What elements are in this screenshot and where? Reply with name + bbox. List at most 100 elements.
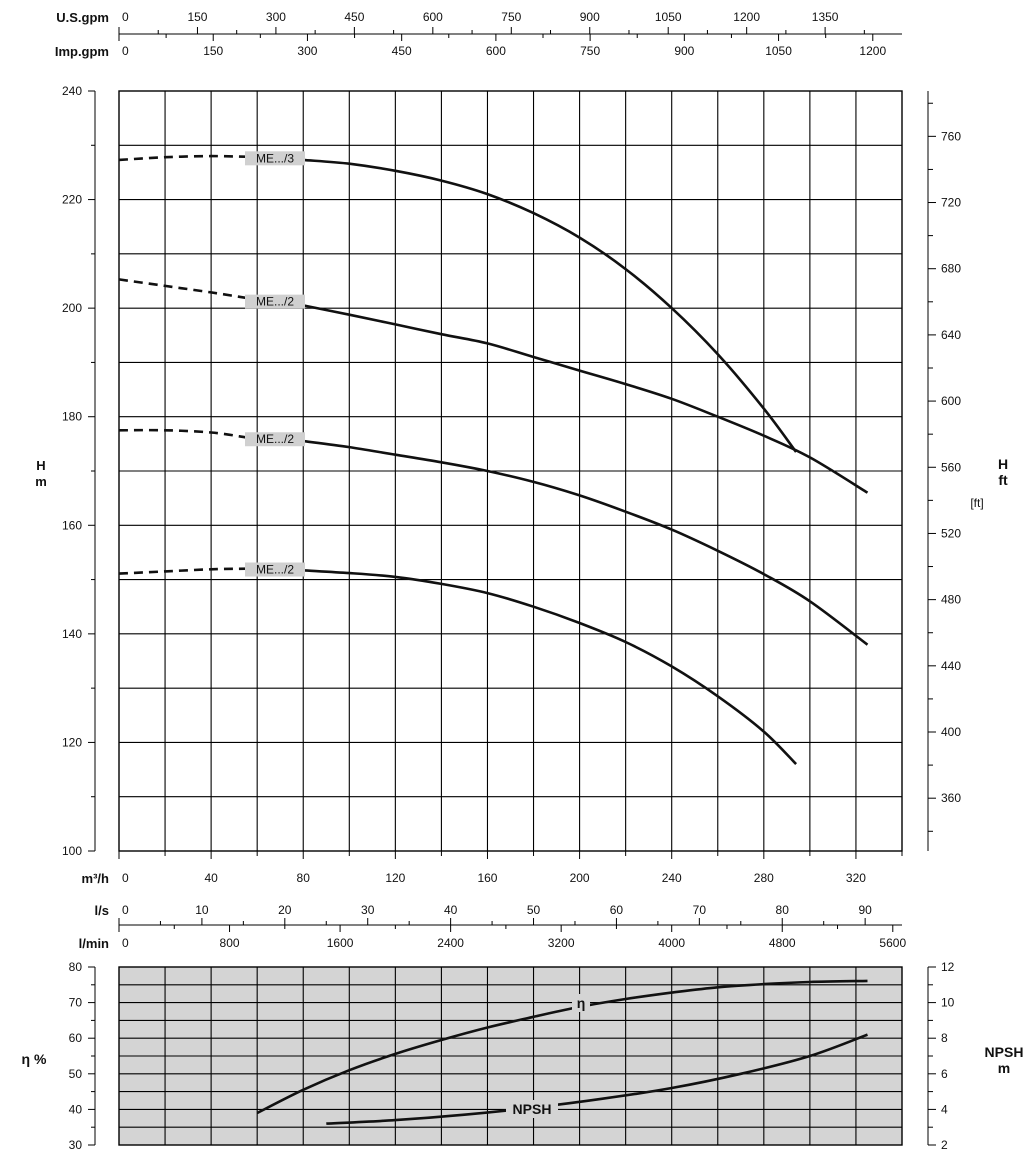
y-axis-right-label-h: H xyxy=(998,456,1008,472)
eta-axis-label: η % xyxy=(22,1051,47,1067)
lmin-tick-label: 0 xyxy=(122,936,129,950)
eta-tick-label: 30 xyxy=(69,1138,83,1152)
lmin-tick-label: 4800 xyxy=(769,936,796,950)
ls-tick-label: 80 xyxy=(776,903,790,917)
npsh-tick-label: 12 xyxy=(941,960,955,974)
eta-label-bg xyxy=(572,994,590,1012)
head-curve-dashed-1 xyxy=(118,154,246,162)
y-tick-label: 220 xyxy=(62,193,82,207)
axes: 1001201401601802002202403604004404805205… xyxy=(62,10,961,1152)
ls-axis-label: l/s xyxy=(95,903,109,918)
lmin-tick-label: 4000 xyxy=(658,936,685,950)
x-tick-label: 40 xyxy=(204,871,218,885)
lmin-tick-label: 3200 xyxy=(548,936,575,950)
impgpm-tick-label: 150 xyxy=(203,44,223,58)
npsh-axis-label-m: m xyxy=(998,1060,1010,1076)
npsh-curve-label: NPSH xyxy=(513,1101,552,1117)
efficiency-npsh-plot-grid xyxy=(118,966,903,1146)
x-tick-label: 320 xyxy=(846,871,866,885)
head-curve-dashed-4 xyxy=(118,567,246,575)
y-tick-right-label: 720 xyxy=(941,196,961,210)
y-tick-label: 200 xyxy=(62,301,82,315)
y-tick-right-label: 600 xyxy=(941,394,961,408)
y-tick-label: 180 xyxy=(62,410,82,424)
y-tick-right-label: 520 xyxy=(941,526,961,540)
y-tick-right-label: 400 xyxy=(941,725,961,739)
curve-label-box xyxy=(245,294,305,309)
curve-label: ME.../2 xyxy=(256,432,294,446)
usgpm-tick-label: 150 xyxy=(187,10,207,24)
ls-tick-label: 10 xyxy=(195,903,209,917)
npsh-tick-label: 2 xyxy=(941,1138,948,1152)
usgpm-axis-label: U.S.gpm xyxy=(56,10,109,25)
eta-tick-label: 50 xyxy=(69,1067,83,1081)
lmin-tick-label: 1600 xyxy=(327,936,354,950)
y-tick-label: 100 xyxy=(62,844,82,858)
impgpm-tick-label: 300 xyxy=(297,44,317,58)
impgpm-tick-label: 450 xyxy=(392,44,412,58)
curve-label: ME.../2 xyxy=(256,563,294,577)
y-tick-right-label: 440 xyxy=(941,659,961,673)
usgpm-tick-label: 300 xyxy=(266,10,286,24)
usgpm-tick-label: 0 xyxy=(122,10,129,24)
head-curve-dashed-2 xyxy=(118,278,246,300)
y-axis-label-m: m xyxy=(35,474,47,489)
x-tick-label: 0 xyxy=(122,871,129,885)
x-axis-label: m³/h xyxy=(82,871,110,886)
eta-tick-label: 70 xyxy=(69,996,83,1010)
ls-tick-label: 20 xyxy=(278,903,292,917)
head-curve-2 xyxy=(302,304,869,494)
efficiency-curve xyxy=(256,979,868,1115)
impgpm-tick-label: 750 xyxy=(580,44,600,58)
impgpm-axis-label: Imp.gpm xyxy=(55,44,109,59)
ls-tick-label: 90 xyxy=(858,903,872,917)
x-tick-label: 80 xyxy=(297,871,311,885)
y-tick-right-label: 760 xyxy=(941,129,961,143)
y-tick-right-label: 640 xyxy=(941,328,961,342)
eta-curve-label: η xyxy=(577,995,586,1011)
npsh-tick-label: 10 xyxy=(941,996,955,1010)
head-curve-dashed-3 xyxy=(118,428,246,439)
x-tick-label: 120 xyxy=(385,871,405,885)
y-tick-label: 240 xyxy=(62,84,82,98)
lmin-tick-label: 2400 xyxy=(437,936,464,950)
impgpm-tick-label: 0 xyxy=(122,44,129,58)
lmin-axis-label: l/min xyxy=(79,936,109,951)
npsh-curve xyxy=(326,1033,868,1125)
eta-tick-label: 60 xyxy=(69,1031,83,1045)
y-axis-right-label-ft: ft xyxy=(998,472,1008,488)
npsh-tick-label: 8 xyxy=(941,1031,948,1045)
y-tick-label: 160 xyxy=(62,518,82,532)
x-tick-label: 280 xyxy=(754,871,774,885)
ls-tick-label: 70 xyxy=(693,903,707,917)
x-tick-label: 200 xyxy=(570,871,590,885)
usgpm-tick-label: 750 xyxy=(501,10,521,24)
x-tick-label: 240 xyxy=(662,871,682,885)
head-curve-3 xyxy=(303,439,869,646)
impgpm-tick-label: 900 xyxy=(674,44,694,58)
eta-tick-label: 80 xyxy=(69,960,83,974)
head-curve-1 xyxy=(303,158,798,453)
ls-tick-label: 60 xyxy=(610,903,624,917)
impgpm-tick-label: 1050 xyxy=(765,44,792,58)
y-axis-label-h: H xyxy=(36,458,45,473)
curve-label-box xyxy=(245,562,305,577)
head-curve-4 xyxy=(303,569,798,766)
y-tick-right-label: 680 xyxy=(941,262,961,276)
lmin-tick-label: 800 xyxy=(220,936,240,950)
ls-tick-label: 40 xyxy=(444,903,458,917)
npsh-axis-label-npsh: NPSH xyxy=(985,1044,1024,1060)
lmin-tick-label: 5600 xyxy=(879,936,906,950)
eta-tick-label: 40 xyxy=(69,1102,83,1116)
efficiency-npsh-curves: η NPSH xyxy=(256,979,868,1125)
ls-tick-label: 50 xyxy=(527,903,541,917)
npsh-label-bg xyxy=(506,1100,558,1118)
y-tick-right-label: 560 xyxy=(941,460,961,474)
usgpm-tick-label: 1350 xyxy=(812,10,839,24)
x-tick-label: 160 xyxy=(477,871,497,885)
y-tick-label: 140 xyxy=(62,627,82,641)
curve-label: ME.../3 xyxy=(256,151,294,165)
y-axis-right-unit: [ft] xyxy=(970,496,983,510)
